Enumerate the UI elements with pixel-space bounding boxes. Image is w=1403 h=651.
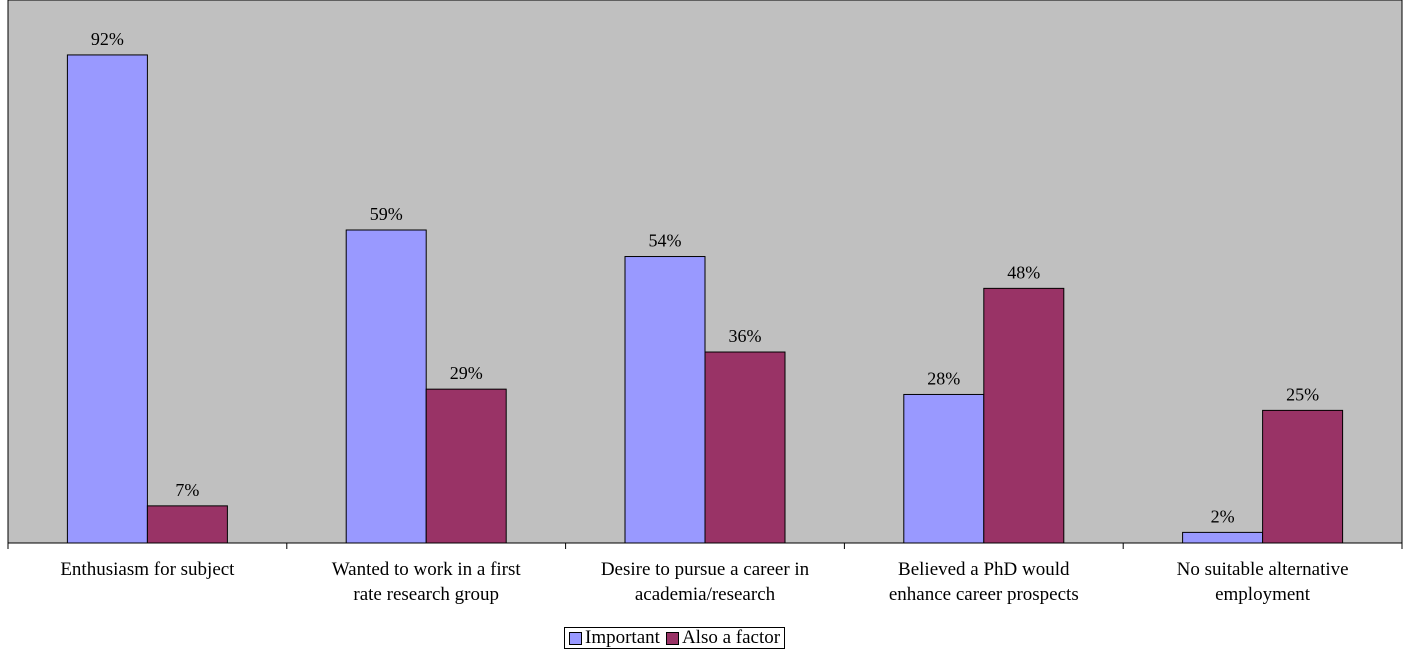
bar-important-4 bbox=[903, 393, 985, 544]
data-label-important-1: 92% bbox=[91, 29, 124, 49]
category-label-1: Enthusiasm for subject bbox=[60, 559, 235, 580]
data-label-also-a-factor-1: 7% bbox=[175, 480, 199, 500]
legend-item-also-a-factor: Also a factor bbox=[665, 627, 781, 649]
bar-important-5 bbox=[1182, 531, 1264, 544]
data-label-also-a-factor-4: 48% bbox=[1007, 262, 1040, 282]
bar-important-1 bbox=[66, 54, 148, 544]
category-label-5: No suitable alternative employment bbox=[1177, 559, 1349, 605]
data-label-important-4: 28% bbox=[927, 368, 960, 388]
data-label-important-2: 59% bbox=[370, 204, 403, 224]
bars-layer bbox=[66, 54, 1344, 544]
category-labels-layer: Enthusiasm for subject Wanted to work in … bbox=[60, 559, 1348, 605]
bar-also-a-factor-4 bbox=[983, 287, 1065, 544]
legend-label-important: Important bbox=[585, 627, 660, 648]
data-label-also-a-factor-2: 29% bbox=[450, 363, 483, 383]
legend: Important Also a factor bbox=[564, 627, 786, 649]
data-label-also-a-factor-5: 25% bbox=[1286, 384, 1319, 404]
category-label-3: Desire to pursue a career in academia/res… bbox=[601, 559, 810, 605]
legend-label-also-a-factor: Also a factor bbox=[681, 627, 781, 648]
category-label-2: Wanted to work in a first rate research g… bbox=[332, 559, 522, 605]
data-labels-layer: 92% 7% 59% 29% 54% 36% 28% 48% 2% 25% bbox=[91, 29, 1319, 526]
legend-swatch-also-a-factor bbox=[665, 631, 679, 645]
bar-also-a-factor-2 bbox=[425, 388, 507, 544]
data-label-important-3: 54% bbox=[649, 231, 682, 251]
data-label-important-5: 2% bbox=[1211, 506, 1235, 526]
legend-swatch-important bbox=[569, 631, 582, 645]
legend-item-important: Important bbox=[569, 627, 660, 649]
x-axis-ticks bbox=[7, 543, 1403, 549]
bar-important-2 bbox=[345, 229, 427, 544]
data-label-also-a-factor-3: 36% bbox=[729, 326, 762, 346]
bar-also-a-factor-3 bbox=[704, 351, 786, 544]
bar-also-a-factor-5 bbox=[1262, 409, 1344, 544]
bar-important-3 bbox=[624, 256, 706, 544]
bar-also-a-factor-1 bbox=[146, 505, 228, 544]
category-label-4: Believed a PhD would enhance career prosp… bbox=[889, 559, 1079, 605]
